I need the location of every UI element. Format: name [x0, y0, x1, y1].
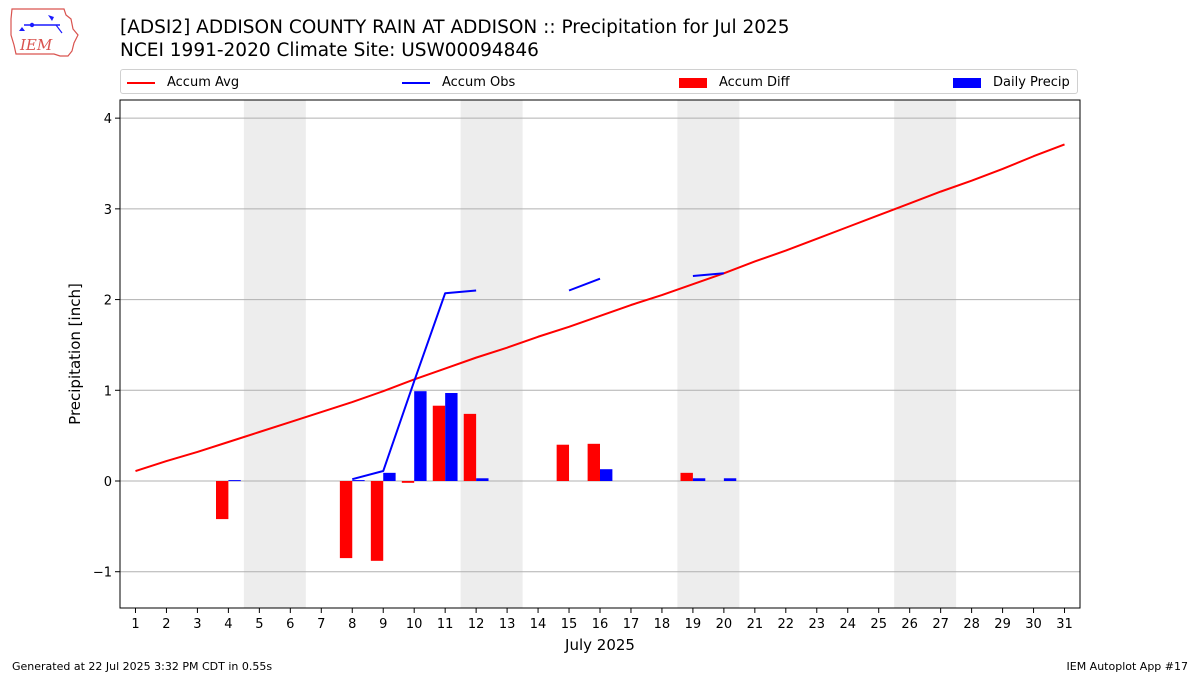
legend-swatch-daily-precip [953, 77, 981, 88]
footer-generated: Generated at 22 Jul 2025 3:32 PM CDT in … [12, 660, 273, 673]
weekend-band-0 [243, 100, 306, 608]
accum-diff-bar [680, 472, 693, 481]
x-tick-label: 2 [162, 617, 170, 632]
daily-precip-bar [445, 393, 458, 481]
chart-title: [ADSI2] ADDISON COUNTY RAIN AT ADDISON :… [120, 17, 790, 38]
daily-precip-bar [723, 478, 737, 481]
daily-precip-bar [692, 478, 706, 481]
x-tick-label: 16 [592, 617, 609, 632]
y-tick-label: −1 [93, 566, 112, 581]
accum-diff-bar [370, 481, 384, 561]
legend-swatch-accum-diff [679, 77, 707, 88]
footer-app: IEM Autoplot App #17 [1066, 660, 1189, 673]
daily-precip-bar [228, 480, 241, 482]
x-tick-label: 20 [716, 617, 733, 632]
x-tick-label: 13 [499, 617, 516, 632]
accum-diff-bar [401, 481, 415, 483]
x-tick-label: 23 [809, 617, 826, 632]
x-tick-label: 8 [348, 617, 356, 632]
legend-item-accum-diff: Accum Diff [679, 70, 790, 95]
daily-precip-bar [383, 472, 396, 481]
accum-obs-line [352, 289, 477, 481]
x-tick-label: 15 [561, 617, 578, 632]
accum-avg-line [135, 143, 1065, 472]
legend-label-accum-diff: Accum Diff [719, 75, 790, 90]
x-tick-label: 17 [623, 617, 640, 632]
x-tick-label: 31 [1056, 617, 1073, 632]
y-tick-label: 3 [104, 203, 112, 218]
x-tick-label: 9 [379, 617, 387, 632]
chart-subtitle: NCEI 1991-2020 Climate Site: USW00094846 [120, 40, 539, 61]
x-tick-label: 4 [224, 617, 232, 632]
x-tick-label: 5 [255, 617, 263, 632]
x-tick-label: 6 [286, 617, 294, 632]
x-tick-label: 11 [437, 617, 454, 632]
y-tick-label: 4 [104, 112, 112, 127]
legend-label-accum-obs: Accum Obs [442, 75, 516, 90]
y-tick-label: 1 [104, 384, 112, 399]
y-tick-label: 0 [104, 475, 112, 490]
daily-precip-bar [476, 478, 489, 481]
line-series [135, 143, 1065, 481]
bar-series [216, 391, 737, 561]
weekend-band-1 [460, 100, 523, 608]
x-tick-label: 14 [530, 617, 547, 632]
accum-diff-bar [556, 444, 570, 481]
x-tick-label: 24 [839, 617, 856, 632]
logo-text: IEM [19, 36, 53, 54]
legend-item-accum-avg: Accum Avg [127, 70, 239, 95]
x-tick-label: 26 [901, 617, 918, 632]
x-axis-label: July 2025 [564, 636, 635, 654]
accum-diff-bar [216, 481, 229, 520]
x-tick-label: 29 [994, 617, 1011, 632]
accum-diff-bar [339, 481, 353, 559]
y-axis-label: Precipitation [inch] [66, 283, 84, 425]
x-tick-label: 21 [747, 617, 764, 632]
legend-label-daily-precip: Daily Precip [993, 75, 1070, 90]
weekend-band-2 [677, 100, 740, 608]
x-tick-label: 19 [685, 617, 702, 632]
legend-item-accum-obs: Accum Obs [402, 70, 515, 95]
x-tick-label: 10 [406, 617, 423, 632]
accum-obs-line [568, 277, 601, 292]
legend-swatch-accum-obs [402, 81, 430, 84]
daily-precip-bar [600, 469, 613, 481]
legend: Accum Avg Accum Obs Accum Diff Daily Pre… [120, 69, 1078, 94]
x-tick-label: 12 [468, 617, 485, 632]
daily-precip-bar [414, 391, 427, 481]
x-tick-label: 28 [963, 617, 980, 632]
legend-swatch-accum-avg [127, 81, 155, 84]
weekend-band-3 [894, 100, 957, 608]
accum-diff-bar [463, 413, 477, 481]
x-tick-label: 22 [778, 617, 795, 632]
x-tick-label: 7 [317, 617, 325, 632]
weekend-shading [243, 100, 957, 608]
accum-obs-line [692, 272, 724, 277]
x-tick-label: 1 [131, 617, 139, 632]
iem-logo: IEM [10, 8, 79, 57]
legend-item-daily-precip: Daily Precip [953, 70, 1070, 95]
x-tick-label: 25 [870, 617, 887, 632]
y-tick-label: 2 [104, 294, 112, 309]
accum-diff-bar [432, 405, 446, 481]
x-tick-label: 3 [193, 617, 201, 632]
x-tick-label: 30 [1025, 617, 1042, 632]
daily-precip-bar [352, 480, 365, 482]
accum-diff-bar [587, 443, 600, 481]
x-tick-label: 27 [932, 617, 949, 632]
legend-label-accum-avg: Accum Avg [167, 75, 240, 90]
x-tick-label: 18 [654, 617, 671, 632]
